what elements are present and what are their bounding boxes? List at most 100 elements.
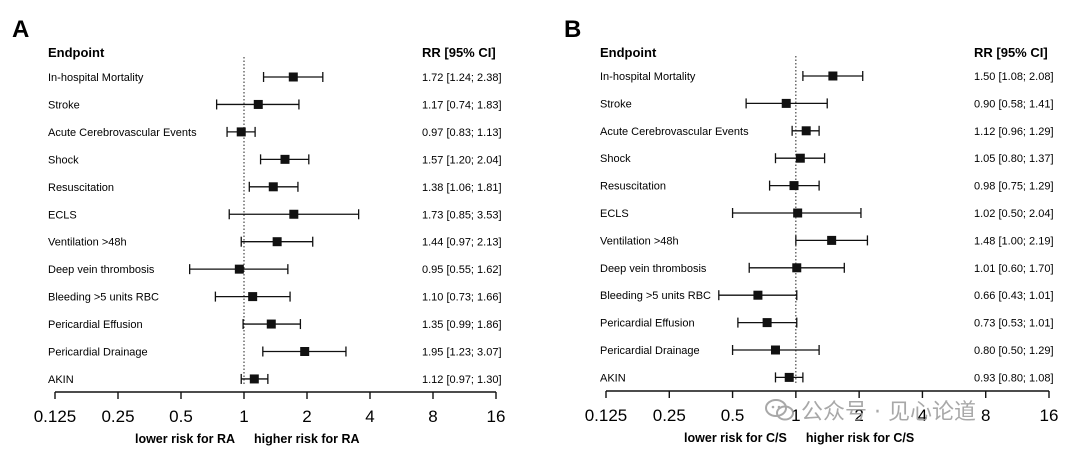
rr-ci-text: 0.73 [0.53; 1.01] bbox=[974, 318, 1054, 330]
x-tick-label: 1 bbox=[239, 407, 248, 426]
x-tick-label: 8 bbox=[981, 406, 990, 425]
x-tick-label: 0.5 bbox=[169, 407, 193, 426]
rr-header: RR [95% CI] bbox=[422, 45, 496, 60]
point-estimate bbox=[249, 374, 259, 384]
watermark: 公众号 · 见心论道 bbox=[765, 393, 976, 427]
endpoint-label: Ventilation >48h bbox=[48, 237, 127, 249]
point-estimate bbox=[828, 71, 838, 81]
rr-ci-text: 1.02 [0.50; 2.04] bbox=[974, 208, 1054, 220]
rr-ci-text: 1.10 [0.73; 1.66] bbox=[422, 292, 502, 304]
rr-ci-text: 0.66 [0.43; 1.01] bbox=[974, 290, 1054, 302]
endpoint-header: Endpoint bbox=[48, 45, 105, 60]
point-estimate bbox=[792, 263, 802, 273]
endpoint-label: Stroke bbox=[600, 98, 632, 110]
endpoint-label: Acute Cerebrovascular Events bbox=[48, 127, 197, 139]
rr-ci-text: 1.12 [0.97; 1.30] bbox=[422, 374, 502, 386]
higher-risk-label: higher risk for C/S bbox=[806, 431, 914, 445]
point-estimate bbox=[300, 347, 310, 356]
x-tick-label: 2 bbox=[854, 406, 863, 425]
wechat-icon bbox=[765, 398, 795, 422]
x-tick-label: 0.25 bbox=[101, 407, 134, 426]
endpoint-label: Pericardial Drainage bbox=[48, 347, 148, 359]
rr-ci-text: 1.50 [1.08; 2.08] bbox=[974, 71, 1054, 83]
rr-ci-text: 1.72 [1.24; 2.38] bbox=[422, 72, 502, 84]
higher-risk-label: higher risk for RA bbox=[254, 432, 360, 446]
rr-ci-text: 0.93 [0.80; 1.08] bbox=[974, 372, 1054, 384]
rr-ci-text: 0.90 [0.58; 1.41] bbox=[974, 98, 1054, 110]
endpoint-label: Pericardial Effusion bbox=[48, 319, 143, 331]
rr-ci-text: 0.80 [0.50; 1.29] bbox=[974, 345, 1054, 357]
x-tick-label: 16 bbox=[487, 407, 506, 426]
point-estimate bbox=[789, 181, 799, 191]
x-tick-label: 0.25 bbox=[653, 406, 686, 425]
rr-ci-text: 1.57 [1.20; 2.04] bbox=[422, 154, 502, 166]
endpoint-label: Resuscitation bbox=[600, 181, 666, 193]
endpoint-label: ECLS bbox=[600, 208, 629, 220]
endpoint-label: Deep vein thrombosis bbox=[48, 264, 155, 276]
point-estimate bbox=[793, 208, 803, 218]
point-estimate bbox=[236, 127, 246, 137]
x-tick-label: 0.125 bbox=[585, 406, 628, 425]
endpoint-label: Shock bbox=[48, 154, 79, 166]
endpoint-header: Endpoint bbox=[600, 45, 657, 60]
endpoint-label: In-hospital Mortality bbox=[48, 72, 144, 84]
watermark-text: 公众号 · 见心论道 bbox=[801, 400, 976, 425]
forest-panel-b: B Endpoint RR [95% CI] In-hospital Mortalit… bbox=[564, 16, 1058, 445]
rr-ci-text: 1.44 [0.97; 2.13] bbox=[422, 237, 502, 249]
rr-ci-text: 1.35 [0.99; 1.86] bbox=[422, 319, 502, 331]
x-tick-label: 16 bbox=[1040, 406, 1059, 425]
endpoint-label: Pericardial Drainage bbox=[600, 345, 700, 357]
point-estimate bbox=[770, 345, 780, 355]
rr-header: RR [95% CI] bbox=[974, 45, 1048, 60]
point-estimate bbox=[266, 319, 276, 329]
point-estimate bbox=[781, 98, 791, 108]
point-estimate bbox=[253, 99, 263, 109]
rr-ci-text: 1.48 [1.00; 2.19] bbox=[974, 235, 1054, 247]
point-estimate bbox=[801, 126, 811, 136]
endpoint-label: Bleeding >5 units RBC bbox=[600, 290, 711, 302]
x-tick-label: 2 bbox=[302, 407, 311, 426]
point-estimate bbox=[272, 237, 282, 247]
point-estimate bbox=[268, 182, 278, 192]
point-estimate bbox=[753, 290, 763, 300]
endpoint-label: ECLS bbox=[48, 209, 77, 221]
panel-label: B bbox=[564, 16, 581, 43]
endpoint-label: Acute Cerebrovascular Events bbox=[600, 126, 749, 138]
rr-ci-text: 1.12 [0.96; 1.29] bbox=[974, 126, 1054, 138]
rr-ci-text: 0.97 [0.83; 1.13] bbox=[422, 127, 502, 139]
rr-ci-text: 1.95 [1.23; 3.07] bbox=[422, 347, 502, 359]
lower-risk-label: lower risk for RA bbox=[135, 432, 235, 446]
rr-ci-text: 0.95 [0.55; 1.62] bbox=[422, 264, 502, 276]
point-estimate bbox=[248, 292, 258, 302]
rr-ci-text: 1.05 [0.80; 1.37] bbox=[974, 153, 1054, 165]
rr-ci-text: 1.73 [0.85; 3.53] bbox=[422, 209, 502, 221]
endpoint-label: In-hospital Mortality bbox=[600, 71, 696, 83]
x-tick-label: 4 bbox=[918, 406, 927, 425]
endpoint-label: Stroke bbox=[48, 99, 80, 111]
endpoint-label: Deep vein thrombosis bbox=[600, 263, 707, 275]
rr-ci-text: 0.98 [0.75; 1.29] bbox=[974, 181, 1054, 193]
x-tick-label: 1 bbox=[791, 406, 800, 425]
endpoint-label: Bleeding >5 units RBC bbox=[48, 292, 159, 304]
point-estimate bbox=[795, 153, 805, 163]
point-estimate bbox=[288, 72, 298, 82]
endpoint-label: Ventilation >48h bbox=[600, 235, 679, 247]
endpoint-label: AKIN bbox=[600, 372, 626, 384]
x-tick-label: 8 bbox=[428, 407, 437, 426]
point-estimate bbox=[280, 154, 290, 164]
forest-panel-a: A Endpoint RR [95% CI] In-hospital Mortalit… bbox=[12, 16, 505, 446]
lower-risk-label: lower risk for C/S bbox=[684, 431, 787, 445]
point-estimate bbox=[784, 372, 794, 382]
x-tick-label: 0.5 bbox=[721, 406, 745, 425]
x-tick-label: 4 bbox=[365, 407, 374, 426]
endpoint-label: Pericardial Effusion bbox=[600, 318, 695, 330]
x-tick-label: 0.125 bbox=[34, 407, 77, 426]
rr-ci-text: 1.01 [0.60; 1.70] bbox=[974, 263, 1054, 275]
rr-ci-text: 1.17 [0.74; 1.83] bbox=[422, 99, 502, 111]
rr-ci-text: 1.38 [1.06; 1.81] bbox=[422, 182, 502, 194]
point-estimate bbox=[762, 318, 772, 328]
endpoint-label: Shock bbox=[600, 153, 631, 165]
panel-label: A bbox=[12, 16, 29, 43]
point-estimate bbox=[234, 264, 244, 274]
